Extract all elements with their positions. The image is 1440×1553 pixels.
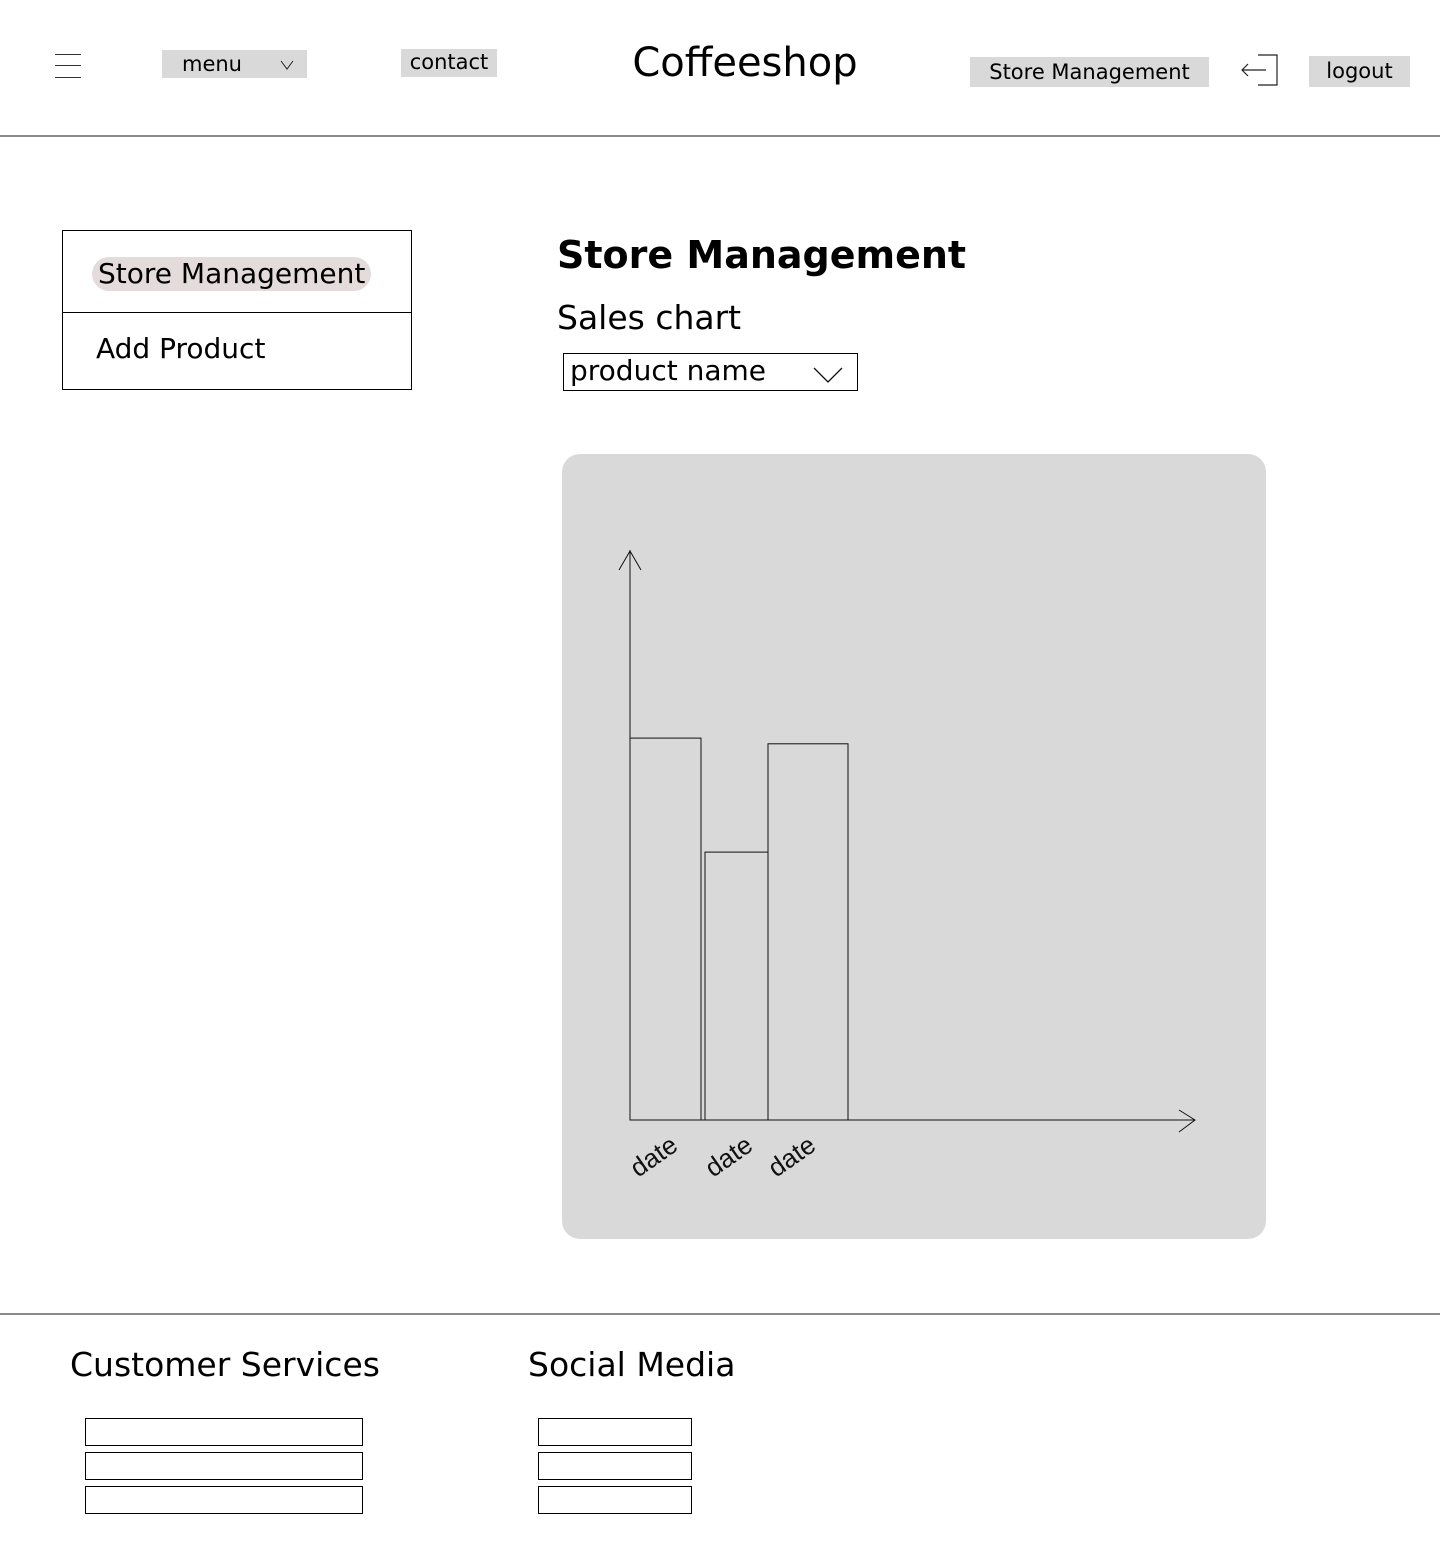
site-title: Coffeeshop: [632, 40, 858, 86]
sidebar-item-add-product[interactable]: Add Product: [96, 332, 266, 365]
header-divider: [0, 135, 1440, 137]
hamburger-line: [55, 54, 81, 55]
chart-bar: [629, 737, 702, 1121]
product-select[interactable]: product name: [563, 353, 858, 391]
store-management-nav-button[interactable]: Store Management: [970, 57, 1209, 87]
y-axis-arrow-icon: [618, 550, 642, 571]
customer-services-link[interactable]: [85, 1418, 363, 1446]
customer-services-title: Customer Services: [70, 1345, 380, 1384]
customer-services-link[interactable]: [85, 1486, 363, 1514]
chevron-down-icon: [813, 367, 843, 383]
x-axis-arrow-icon: [1178, 1109, 1196, 1133]
sidebar-item-store-management[interactable]: Store Management: [63, 231, 411, 313]
chevron-down-icon: [280, 60, 294, 70]
section-title: Sales chart: [557, 298, 742, 337]
menu-label: menu: [182, 52, 242, 76]
social-media-link[interactable]: [538, 1452, 692, 1480]
x-tick-label: date: [699, 1129, 758, 1183]
social-media-title: Social Media: [528, 1345, 736, 1384]
menu-dropdown-button[interactable]: menu: [162, 50, 307, 78]
sidebar-item-label[interactable]: Store Management: [92, 257, 372, 291]
hamburger-line: [55, 65, 81, 66]
sales-chart: date date date: [618, 550, 1196, 1183]
logout-button[interactable]: logout: [1309, 56, 1410, 87]
social-media-link[interactable]: [538, 1486, 692, 1514]
page-title: Store Management: [557, 233, 967, 277]
x-tick-label: date: [762, 1129, 821, 1183]
x-tick-label: date: [624, 1129, 683, 1183]
hamburger-line: [55, 77, 81, 78]
sales-chart-panel: date date date: [562, 454, 1266, 1239]
chart-bar: [767, 743, 849, 1121]
customer-services-link[interactable]: [85, 1452, 363, 1480]
social-media-link[interactable]: [538, 1418, 692, 1446]
contact-button[interactable]: contact: [401, 49, 497, 77]
chart-bar: [704, 851, 769, 1121]
sidebar-nav: Store Management Add Product: [62, 230, 412, 390]
logout-arrow-icon[interactable]: [1240, 54, 1278, 86]
footer-divider: [0, 1313, 1440, 1315]
hamburger-menu-button[interactable]: [55, 52, 81, 80]
product-select-value: product name: [570, 354, 766, 387]
